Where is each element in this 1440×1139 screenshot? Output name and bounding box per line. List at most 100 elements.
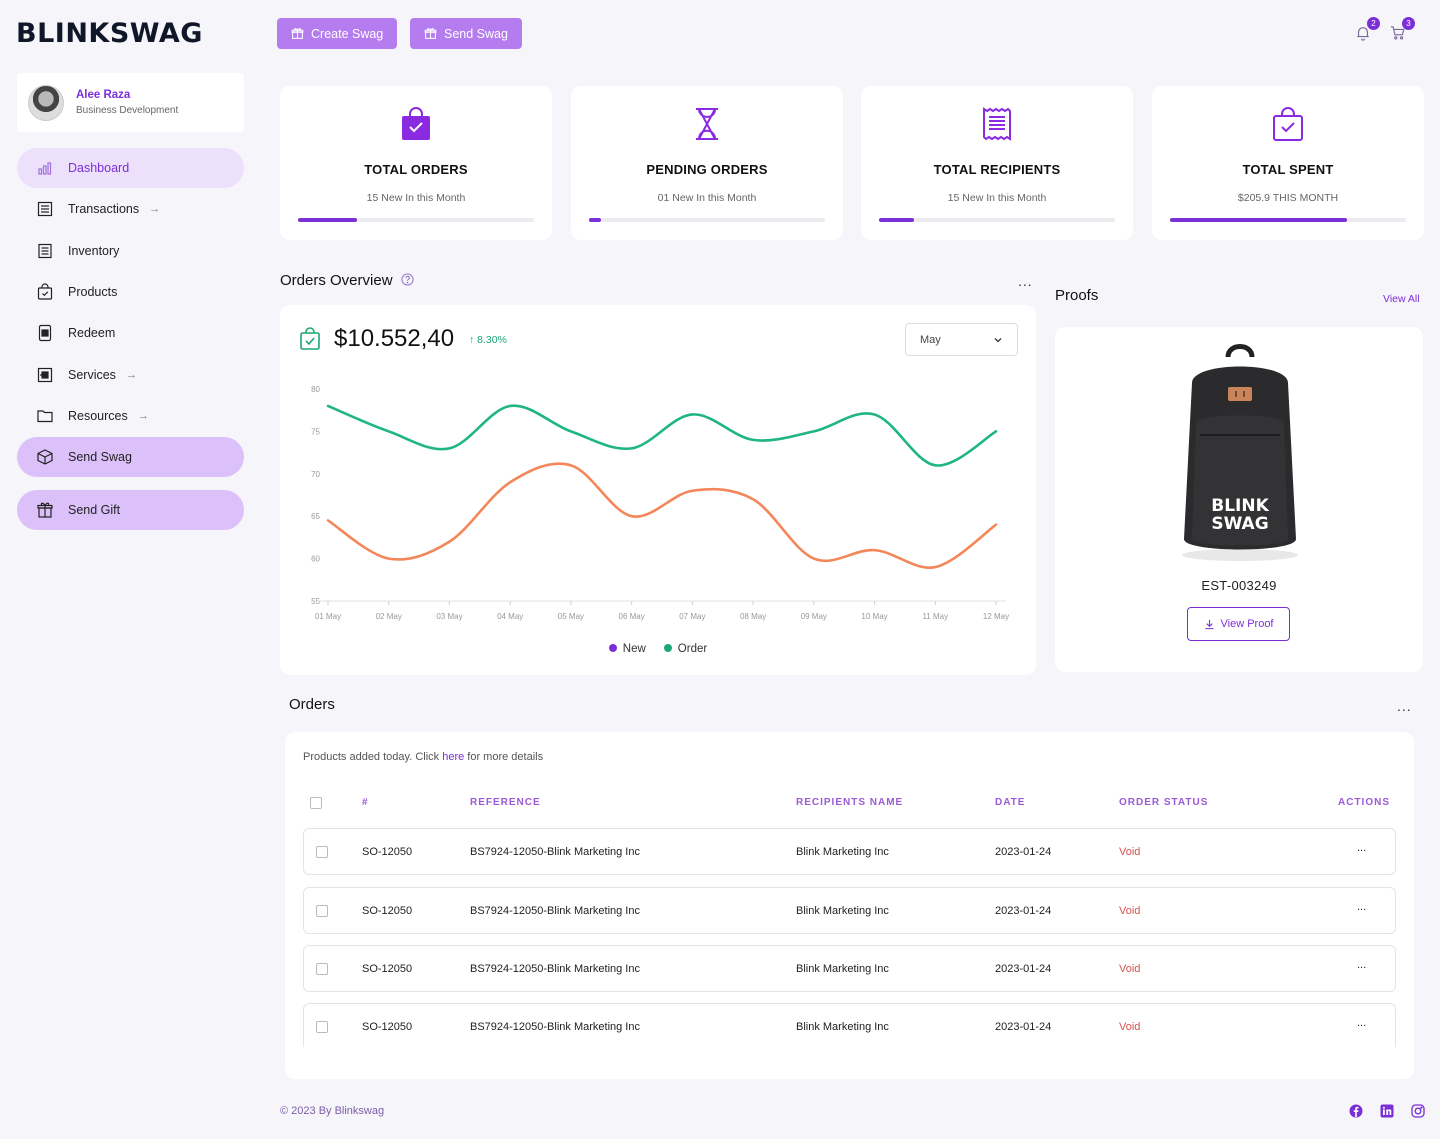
- row-checkbox[interactable]: [316, 963, 328, 975]
- instagram-icon[interactable]: [1411, 1104, 1425, 1118]
- row-checkbox[interactable]: [316, 846, 328, 858]
- x-tick-label: 09 May: [801, 612, 827, 621]
- column-header-date[interactable]: DATE: [995, 797, 1026, 808]
- stat-progress: [298, 218, 534, 222]
- row-status: Void: [1119, 846, 1141, 858]
- sidebar-item-label: Products: [68, 285, 118, 299]
- shopping-bag-icon: [37, 283, 53, 300]
- select-all-checkbox[interactable]: [310, 797, 322, 809]
- view-all-link[interactable]: View All: [1383, 293, 1420, 305]
- row-reference: BS7924-12050-Blink Marketing Inc: [470, 963, 640, 975]
- folder-icon: [37, 410, 53, 423]
- orders-note-prefix: Products added today. Click: [303, 751, 443, 763]
- table-row[interactable]: SO-12050 BS7924-12050-Blink Marketing In…: [303, 828, 1396, 875]
- stat-card-total-recipients[interactable]: TOTAL RECIPIENTS 15 New In this Month: [861, 86, 1133, 240]
- x-tick-label: 05 May: [558, 612, 584, 621]
- sidebar-item-products[interactable]: Products: [17, 272, 244, 312]
- notifications-button[interactable]: 2: [1355, 17, 1380, 43]
- linkedin-icon[interactable]: [1380, 1104, 1394, 1118]
- table-row[interactable]: SO-12050 BS7924-12050-Blink Marketing In…: [303, 1003, 1396, 1047]
- row-checkbox[interactable]: [316, 1021, 328, 1033]
- row-checkbox[interactable]: [316, 905, 328, 917]
- y-tick-label: 80: [311, 385, 320, 394]
- stat-subtitle: 15 New In this Month: [366, 192, 466, 204]
- brand-logo[interactable]: BLINKSWAG: [16, 18, 203, 49]
- orders-overview-title-text: Orders Overview: [280, 272, 393, 289]
- row-id: SO-12050: [362, 846, 413, 858]
- receipt-icon: [37, 201, 53, 217]
- cart-icon: [1390, 26, 1405, 40]
- orders-note-suffix: for more details: [464, 751, 544, 763]
- column-header-id[interactable]: #: [362, 797, 369, 808]
- create-swag-button[interactable]: Create Swag: [277, 18, 398, 49]
- series-line-new: [326, 462, 998, 569]
- month-select[interactable]: May: [905, 323, 1018, 356]
- table-row[interactable]: SO-12050 BS7924-12050-Blink Marketing In…: [303, 887, 1396, 934]
- orders-overview-card: [280, 305, 1036, 675]
- column-header-reference[interactable]: REFERENCE: [470, 797, 541, 808]
- sidebar-item-resources[interactable]: Resources →: [17, 396, 244, 436]
- stat-subtitle: $205.9 THIS MONTH: [1237, 192, 1339, 204]
- facebook-icon[interactable]: [1349, 1104, 1363, 1118]
- hourglass-icon: [696, 108, 718, 140]
- month-select-value: May: [920, 333, 941, 346]
- sidebar-item-send-swag[interactable]: Send Swag: [17, 437, 244, 477]
- row-actions-button[interactable]: ...: [1357, 959, 1367, 971]
- stat-card-total-orders[interactable]: TOTAL ORDERS 15 New In this Month: [280, 86, 552, 240]
- avatar: [28, 84, 64, 121]
- sidebar-item-services[interactable]: Services →: [17, 355, 244, 395]
- row-recipient: Blink Marketing Inc: [796, 846, 889, 858]
- orders-more-button[interactable]: ...: [1397, 698, 1412, 714]
- document-icon: [983, 107, 1011, 141]
- backpack-brand-text: BLINK SWAG: [1211, 496, 1269, 534]
- legend-item-order[interactable]: Order: [663, 643, 707, 655]
- cart-button[interactable]: 3: [1390, 17, 1415, 43]
- y-tick-label: 55: [311, 597, 320, 606]
- profile-name: Alee Raza: [76, 89, 131, 101]
- stat-progress: [879, 218, 1115, 222]
- row-recipient: Blink Marketing Inc: [796, 963, 889, 975]
- x-tick-label: 11 May: [922, 612, 948, 621]
- stat-card-pending-orders[interactable]: PENDING ORDERS 01 New In this Month: [571, 86, 843, 240]
- overview-growth: ↑ 8.30%: [469, 334, 507, 346]
- proof-id: EST-003249: [1201, 578, 1277, 593]
- row-date: 2023-01-24: [995, 905, 1052, 917]
- column-header-actions: ACTIONS: [1338, 797, 1390, 808]
- stat-progress: [589, 218, 825, 222]
- column-header-status[interactable]: ORDER STATUS: [1119, 797, 1209, 808]
- row-actions-button[interactable]: ...: [1357, 842, 1367, 854]
- send-swag-top-button[interactable]: Send Swag: [410, 18, 522, 49]
- overview-amount: $10.552,40: [334, 325, 455, 352]
- x-tick-label: 06 May: [619, 612, 645, 621]
- column-header-recipients[interactable]: RECIPIENTS NAME: [796, 797, 904, 808]
- orders-note-link[interactable]: here: [442, 751, 465, 763]
- view-proof-button[interactable]: View Proof: [1187, 607, 1290, 641]
- row-actions-button[interactable]: ...: [1357, 1017, 1367, 1029]
- profile-card[interactable]: Alee Raza Business Development: [17, 73, 244, 132]
- row-status: Void: [1119, 1021, 1141, 1033]
- y-tick-label: 60: [311, 555, 320, 564]
- stat-card-total-spent[interactable]: TOTAL SPENT $205.9 THIS MONTH: [1152, 86, 1424, 240]
- sidebar-item-inventory[interactable]: Inventory: [17, 231, 244, 271]
- sidebar-item-redeem[interactable]: Redeem: [17, 313, 244, 353]
- help-icon[interactable]: [401, 273, 414, 286]
- sidebar-item-dashboard[interactable]: Dashboard: [17, 148, 244, 188]
- row-reference: BS7924-12050-Blink Marketing Inc: [470, 905, 640, 917]
- sidebar-item-send-gift[interactable]: Send Gift: [17, 490, 244, 530]
- row-recipient: Blink Marketing Inc: [796, 1021, 889, 1033]
- x-tick-label: 07 May: [679, 612, 705, 621]
- overview-more-button[interactable]: ...: [1018, 273, 1033, 289]
- bell-icon: [1357, 27, 1369, 41]
- chart-legend: New Order: [280, 643, 1036, 655]
- x-tick-label: 08 May: [740, 612, 766, 621]
- table-row[interactable]: SO-12050 BS7924-12050-Blink Marketing In…: [303, 945, 1396, 992]
- row-actions-button[interactable]: ...: [1357, 901, 1367, 913]
- stat-progress: [1170, 218, 1406, 222]
- sidebar-item-transactions[interactable]: Transactions →: [17, 189, 244, 229]
- backpack-image: BLINK SWAG: [1182, 344, 1298, 561]
- row-status: Void: [1119, 905, 1141, 917]
- x-tick-label: 10 May: [861, 612, 887, 621]
- gift-icon: [291, 28, 304, 39]
- stat-title: TOTAL ORDERS: [364, 162, 468, 177]
- legend-item-new[interactable]: New: [608, 643, 646, 655]
